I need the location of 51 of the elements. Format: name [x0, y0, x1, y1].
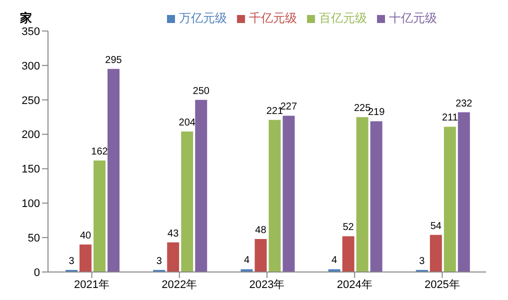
bar [356, 117, 368, 272]
data-label: 295 [105, 54, 122, 66]
bar [282, 116, 295, 272]
data-label: 4 [244, 255, 250, 266]
data-label: 52 [342, 222, 354, 234]
bar [444, 126, 456, 272]
legend-label: 万亿元级 [179, 11, 227, 25]
y-tick-label: 50 [28, 232, 40, 244]
bar [240, 269, 253, 272]
legend-label: 十亿元级 [389, 11, 437, 25]
y-tick-label: 200 [22, 129, 40, 142]
data-label: 54 [430, 220, 442, 232]
x-tick-label: 2022年 [162, 278, 198, 291]
bar [342, 236, 354, 272]
data-label: 3 [68, 256, 75, 267]
bar [430, 234, 442, 272]
data-label: 40 [80, 230, 92, 242]
data-label: 4 [332, 255, 338, 266]
x-tick-label: 2023年 [249, 278, 285, 291]
y-tick-label: 0 [34, 266, 40, 279]
x-tick-label: 2025年 [424, 278, 460, 291]
data-label: 211 [442, 112, 458, 124]
y-tick-label: 150 [22, 164, 40, 176]
y-tick-label: 250 [22, 94, 40, 107]
bar [254, 238, 267, 272]
y-axis-title: 家 [20, 10, 32, 27]
y-tick-label: 350 [22, 26, 40, 38]
data-label: 162 [91, 146, 108, 158]
data-label: 250 [192, 86, 210, 97]
bar [167, 242, 180, 272]
bar [80, 244, 92, 272]
bar [181, 132, 194, 272]
bar [458, 112, 470, 272]
x-tick-label: 2024年 [336, 278, 372, 291]
legend-label: 百亿元级 [319, 11, 367, 25]
data-label: 3 [156, 256, 162, 267]
data-label: 48 [255, 224, 267, 236]
bar [370, 121, 382, 272]
bar [94, 160, 106, 272]
x-tick-label: 2021年 [74, 278, 110, 291]
bar [328, 269, 340, 272]
bar [195, 100, 208, 272]
data-label: 232 [456, 98, 473, 110]
bar [268, 120, 281, 272]
bar [108, 68, 120, 272]
legend-label: 千亿元级 [249, 11, 297, 25]
data-label: 43 [168, 228, 180, 240]
y-tick-label: 300 [22, 60, 40, 72]
data-label: 3 [419, 256, 426, 267]
y-tick-label: 100 [22, 198, 40, 210]
data-label: 204 [178, 118, 196, 129]
